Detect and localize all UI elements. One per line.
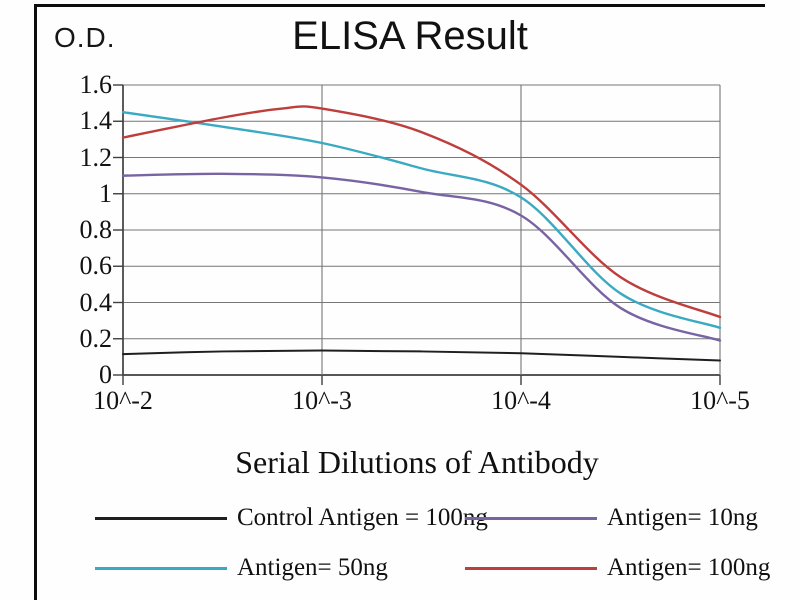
legend-item: Antigen= 100ng bbox=[465, 548, 770, 588]
legend-row: Antigen= 50ng Antigen= 100ng bbox=[0, 548, 800, 588]
legend-label: Control Antigen = 100ng bbox=[237, 504, 488, 531]
x-tick-label: 10^-3 bbox=[292, 386, 352, 415]
series-line-1 bbox=[121, 172, 722, 342]
series-line-3 bbox=[121, 105, 722, 319]
y-tick-label: 0.4 bbox=[79, 287, 113, 317]
series-line-0 bbox=[122, 349, 721, 362]
y-tick-label: 0 bbox=[99, 360, 112, 389]
y-tick-label: 1 bbox=[99, 178, 112, 208]
legend-label: Antigen= 50ng bbox=[237, 554, 388, 581]
legend-line-sample bbox=[465, 516, 597, 520]
chart-title: ELISA Result bbox=[292, 14, 528, 58]
y-tick-label: 0.2 bbox=[79, 323, 113, 353]
y-tick-label: 1.2 bbox=[79, 142, 113, 172]
legend-row: Control Antigen = 100ng Antigen= 10ng bbox=[0, 498, 800, 538]
y-axis-unit-label: O.D. bbox=[54, 22, 116, 53]
legend-item: Control Antigen = 100ng bbox=[95, 498, 488, 538]
x-tick-label: 10^-2 bbox=[93, 386, 153, 415]
legend-item: Antigen= 50ng bbox=[95, 548, 388, 588]
legend-line-sample bbox=[465, 566, 597, 570]
y-tick-label: 1.6 bbox=[79, 70, 113, 99]
legend-label: Antigen= 100ng bbox=[607, 554, 771, 581]
legend-item: Antigen= 10ng bbox=[465, 498, 758, 538]
y-tick-label: 0.6 bbox=[79, 251, 113, 281]
legend-line-sample bbox=[95, 516, 227, 520]
x-axis-title: Serial Dilutions of Antibody bbox=[235, 444, 599, 480]
x-tick-label: 10^-4 bbox=[491, 386, 551, 415]
legend-line-sample bbox=[95, 566, 227, 570]
y-tick-label: 1.4 bbox=[79, 106, 113, 136]
figure-frame-border bbox=[34, 4, 765, 600]
y-tick-label: 0.8 bbox=[79, 215, 113, 244]
x-tick-label: 10^-5 bbox=[690, 386, 750, 415]
legend-label: Antigen= 10ng bbox=[607, 504, 758, 531]
series-line-2 bbox=[121, 110, 722, 330]
